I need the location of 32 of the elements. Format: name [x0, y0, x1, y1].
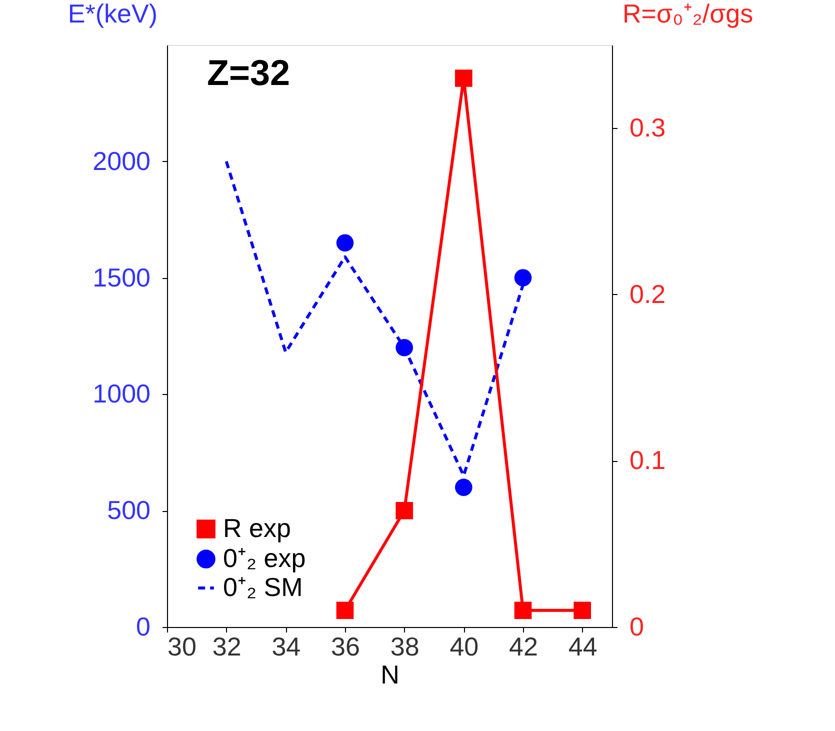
annotation: Z=32 — [207, 52, 290, 93]
y-axis-title: E*(keV) — [68, 0, 158, 28]
legend-label: 0⁺₂ SM — [223, 572, 303, 602]
x-tick-label: 44 — [568, 632, 598, 662]
point — [336, 234, 354, 252]
x-tick-label: 30 — [168, 632, 196, 662]
point — [514, 269, 532, 286]
x-tick-label: 40 — [450, 632, 479, 662]
y2-tick-label: 0 — [630, 612, 644, 642]
y-tick-label: 2000 — [92, 146, 150, 176]
point — [455, 478, 472, 496]
point — [336, 602, 354, 620]
point — [514, 602, 532, 620]
y2-tick-label: 0.2 — [630, 278, 666, 309]
y2-tick-label: 0.1 — [630, 445, 666, 476]
legend-label: 0⁺₂ exp — [223, 543, 306, 573]
y-tick-label: 0 — [136, 612, 150, 642]
y-tick-label: 500 — [107, 495, 150, 526]
x-tick-label: 36 — [331, 632, 360, 662]
x-tick-label: 38 — [390, 632, 420, 662]
y-tick-label: 1500 — [92, 262, 150, 292]
point — [455, 70, 472, 87]
legend-label: R exp — [223, 513, 291, 543]
y2-tick-label: 0.3 — [630, 112, 666, 143]
x-axis-title: N — [380, 660, 400, 690]
x-tick-label: 32 — [212, 632, 242, 662]
point — [574, 602, 591, 620]
point — [396, 502, 413, 520]
x-tick-label: 42 — [509, 632, 538, 662]
y2-axis-title: R=σ₀⁺₂/σgs — [622, 0, 754, 28]
x-tick-label: 34 — [272, 632, 301, 662]
y-tick-label: 1000 — [92, 378, 150, 409]
